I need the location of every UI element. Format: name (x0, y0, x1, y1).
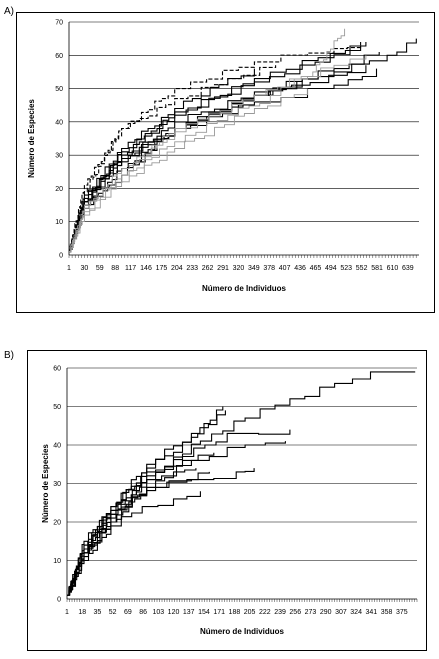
x-tick-label: 273 (305, 609, 317, 616)
x-tick-label: 639 (402, 265, 414, 272)
x-tick-label: 375 (396, 609, 408, 616)
y-tick-label: 50 (53, 404, 61, 411)
panel-a-label: A) (4, 6, 14, 17)
x-tick-label: 1 (65, 609, 69, 616)
x-tick-label: 35 (94, 609, 102, 616)
x-tick-label: 175 (156, 265, 168, 272)
y-tick-label: 70 (55, 20, 63, 27)
x-tick-label: 465 (310, 265, 322, 272)
x-tick-label: 1 (67, 265, 71, 272)
x-tick-label: 171 (213, 609, 225, 616)
x-tick-label: 378 (263, 265, 275, 272)
x-tick-label: 188 (229, 609, 241, 616)
x-tick-label: 349 (248, 265, 260, 272)
series-line (67, 406, 224, 596)
x-tick-label: 290 (320, 609, 332, 616)
x-tick-label: 320 (233, 265, 245, 272)
x-tick-label: 262 (202, 265, 214, 272)
x-tick-label: 341 (366, 609, 378, 616)
x-axis-title: Número de Individuos (200, 627, 285, 636)
y-axis-title: Número de Especies (41, 444, 50, 523)
x-tick-label: 88 (111, 265, 119, 272)
x-tick-label: 291 (217, 265, 229, 272)
x-tick-label: 358 (381, 609, 393, 616)
x-tick-label: 154 (198, 609, 210, 616)
y-tick-label: 0 (59, 253, 63, 260)
x-tick-label: 324 (350, 609, 362, 616)
y-tick-label: 20 (55, 186, 63, 193)
x-tick-label: 137 (183, 609, 195, 616)
panel-b-label: B) (4, 350, 14, 361)
x-tick-label: 30 (81, 265, 89, 272)
y-tick-label: 60 (53, 366, 61, 373)
y-tick-label: 10 (55, 219, 63, 226)
x-tick-label: 610 (387, 265, 399, 272)
x-tick-label: 307 (335, 609, 347, 616)
x-tick-label: 256 (289, 609, 301, 616)
x-tick-label: 103 (152, 609, 164, 616)
x-tick-label: 69 (124, 609, 132, 616)
x-tick-label: 581 (371, 265, 383, 272)
x-tick-label: 52 (109, 609, 117, 616)
x-tick-label: 59 (96, 265, 104, 272)
x-tick-label: 86 (139, 609, 147, 616)
series-line (69, 68, 255, 253)
y-tick-label: 0 (57, 597, 61, 604)
x-tick-label: 222 (259, 609, 271, 616)
y-axis-title: Número de Especies (27, 99, 36, 178)
y-tick-label: 20 (53, 520, 61, 527)
series-line (67, 471, 210, 596)
y-tick-label: 40 (53, 443, 61, 450)
series-line (69, 65, 277, 253)
x-tick-label: 204 (171, 265, 183, 272)
y-tick-label: 10 (53, 558, 61, 565)
y-tick-label: 30 (53, 481, 61, 488)
y-tick-label: 50 (55, 86, 63, 93)
x-tick-label: 436 (294, 265, 306, 272)
series-line (69, 88, 308, 253)
y-tick-label: 40 (55, 119, 63, 126)
chart-a-frame (16, 12, 435, 313)
series-line (67, 452, 215, 596)
x-tick-label: 233 (186, 265, 198, 272)
x-tick-label: 407 (279, 265, 291, 272)
series-line (67, 441, 286, 596)
x-tick-label: 239 (274, 609, 286, 616)
series-line (69, 91, 282, 253)
series-line (67, 468, 197, 596)
x-tick-label: 117 (125, 265, 136, 272)
series-line (67, 429, 291, 596)
x-tick-label: 494 (325, 265, 337, 272)
series-line (67, 410, 226, 596)
series-line (67, 491, 201, 596)
x-tick-label: 18 (78, 609, 86, 616)
x-axis-title: Número de Individuos (202, 284, 287, 293)
x-tick-label: 146 (140, 265, 152, 272)
x-tick-label: 120 (168, 609, 180, 616)
y-tick-label: 30 (55, 153, 63, 160)
x-tick-label: 205 (244, 609, 256, 616)
x-tick-label: 552 (356, 265, 368, 272)
x-tick-label: 523 (340, 265, 352, 272)
y-tick-label: 60 (55, 53, 63, 60)
